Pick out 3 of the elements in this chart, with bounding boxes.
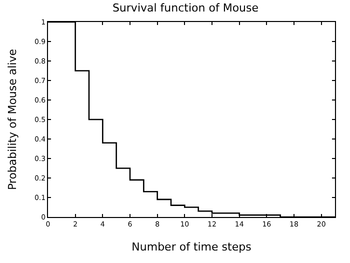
y-axis-title: Probability of Mouse alive — [6, 48, 20, 190]
x-axis-title: Number of time steps — [132, 240, 252, 254]
chart-title: Survival function of Mouse — [112, 2, 259, 15]
